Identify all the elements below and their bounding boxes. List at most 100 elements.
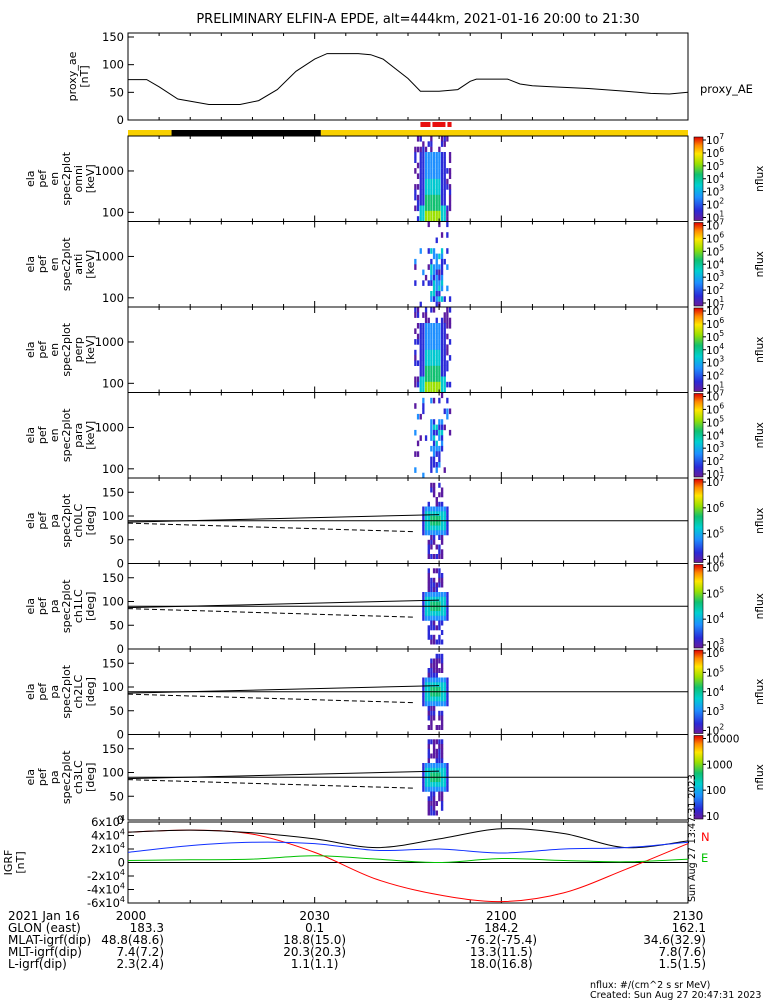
spectrogram-cell	[430, 381, 433, 388]
spectrogram-cell	[438, 511, 441, 517]
spectrogram-cell	[435, 184, 438, 190]
spectrogram-cell	[443, 696, 446, 702]
spectrogram-cell	[430, 258, 433, 265]
spectrogram-cell	[438, 333, 441, 340]
spectrogram-cell	[440, 782, 444, 787]
spectrogram-cell	[432, 365, 436, 372]
spectrogram-cell	[432, 748, 436, 754]
spectrogram-cell	[438, 701, 441, 707]
spectrogram-cell	[438, 328, 441, 334]
spectrogram-cell	[438, 763, 441, 768]
spectrogram-axis-label: pef	[36, 511, 49, 530]
spectrogram-cell	[438, 178, 441, 185]
ephemeris-row-label: 2021 Jan 16	[8, 909, 80, 923]
spectrogram-cell	[427, 801, 430, 806]
spectrogram-cell	[440, 349, 444, 356]
spectrogram-cell	[427, 506, 430, 512]
spectrogram-cell	[430, 365, 433, 372]
spectrogram-cell	[435, 506, 438, 512]
spectrogram-cell	[438, 668, 441, 673]
spectrogram-cell	[446, 408, 449, 415]
spectrogram-cell	[430, 248, 433, 254]
spectrogram-cell	[427, 573, 430, 578]
spectrogram-cell	[430, 482, 433, 488]
spectrogram-cell	[422, 520, 425, 526]
ephemeris-value: 1.5(1.5)	[658, 957, 706, 971]
spectrogram-cell	[432, 210, 436, 217]
ephemeris-value: 0.1	[305, 921, 324, 935]
spectrogram-cell	[446, 691, 449, 697]
spectrogram-cell	[440, 691, 444, 697]
spectrogram-cell	[430, 672, 433, 678]
spectrogram-cell	[424, 339, 428, 345]
spectrogram-cell	[427, 625, 430, 631]
spectrogram-cell	[438, 554, 441, 559]
colorbar-tick-label: 10000	[706, 734, 739, 746]
spectrogram-cell	[430, 516, 433, 521]
spectrogram-cell	[438, 767, 441, 773]
spectrogram-cell	[435, 339, 438, 345]
spectrogram-cell	[422, 269, 425, 276]
spectrogram-cell	[446, 530, 449, 536]
spectrogram-cell	[435, 168, 438, 174]
spectrogram-cell	[424, 152, 428, 158]
spectrogram-cell	[430, 146, 433, 153]
spectrogram-cell	[446, 285, 449, 292]
spectrogram-cell	[446, 248, 449, 254]
spectrogram-cell	[419, 355, 422, 361]
spectrogram-cell	[432, 376, 436, 383]
spectrogram-cell	[440, 157, 444, 163]
spectrogram-cell	[446, 592, 449, 597]
colorbar-tick-label: 101	[706, 295, 724, 310]
spectrogram-cell	[430, 168, 433, 174]
spectrogram-cell	[443, 506, 446, 512]
spectrogram-cell	[435, 376, 438, 383]
spectrogram-cell	[440, 419, 444, 425]
spectrogram-cell	[427, 634, 430, 640]
colorbar-tick-label: 107	[706, 474, 724, 489]
spectrogram-axis-label: [deg]	[84, 677, 97, 706]
spectrogram-cell	[440, 720, 444, 726]
spectrogram-cell	[422, 772, 425, 778]
spectrogram-cell	[432, 280, 436, 286]
spectrogram-cell	[435, 194, 438, 201]
spectrogram-cell	[432, 677, 436, 683]
spectrogram-cell	[443, 141, 446, 147]
spectrogram-cell	[432, 456, 436, 463]
spectrogram-cell	[427, 753, 430, 759]
spectrogram-cell	[432, 487, 436, 493]
spectrogram-cell	[435, 653, 438, 659]
spectrogram-cell	[435, 625, 438, 631]
spectrogram-cell	[443, 592, 446, 597]
spectrogram-cell	[440, 710, 444, 716]
spectrogram-cell	[430, 397, 433, 404]
spectrogram-cell	[414, 328, 417, 334]
spectrogram-cell	[424, 691, 428, 697]
spectrogram-cell	[427, 744, 430, 749]
spectrogram-cell	[438, 291, 441, 297]
spectrogram-cell	[430, 720, 433, 726]
spectrogram-cell	[424, 312, 428, 318]
spectrogram-cell	[438, 210, 441, 217]
spectrogram-cell	[446, 365, 449, 372]
spectrogram-cell	[435, 520, 438, 526]
spectrogram-cell	[430, 162, 433, 169]
spectrogram-cell	[438, 744, 441, 749]
spectrogram-cell	[438, 253, 441, 260]
spectrogram-cell	[435, 782, 438, 787]
spectrogram-axis-label: spec2plot	[60, 493, 73, 547]
spectrogram-cell	[435, 387, 438, 393]
spectrogram-cell	[422, 216, 425, 222]
spectrogram-cell	[446, 232, 449, 238]
spectrogram-cell	[427, 615, 430, 621]
spectrogram-cell	[414, 146, 417, 153]
spectrogram-cell	[432, 440, 436, 447]
spectrogram-cell	[443, 258, 446, 265]
spectrogram-cell	[438, 625, 441, 631]
spectrogram-cell	[438, 189, 441, 195]
spectrogram-cell	[432, 525, 436, 531]
spectrogram-cell	[430, 796, 433, 802]
spectrogram-cell	[414, 194, 417, 201]
spectrogram-cell	[440, 668, 444, 673]
spectrogram-cell	[435, 516, 438, 521]
